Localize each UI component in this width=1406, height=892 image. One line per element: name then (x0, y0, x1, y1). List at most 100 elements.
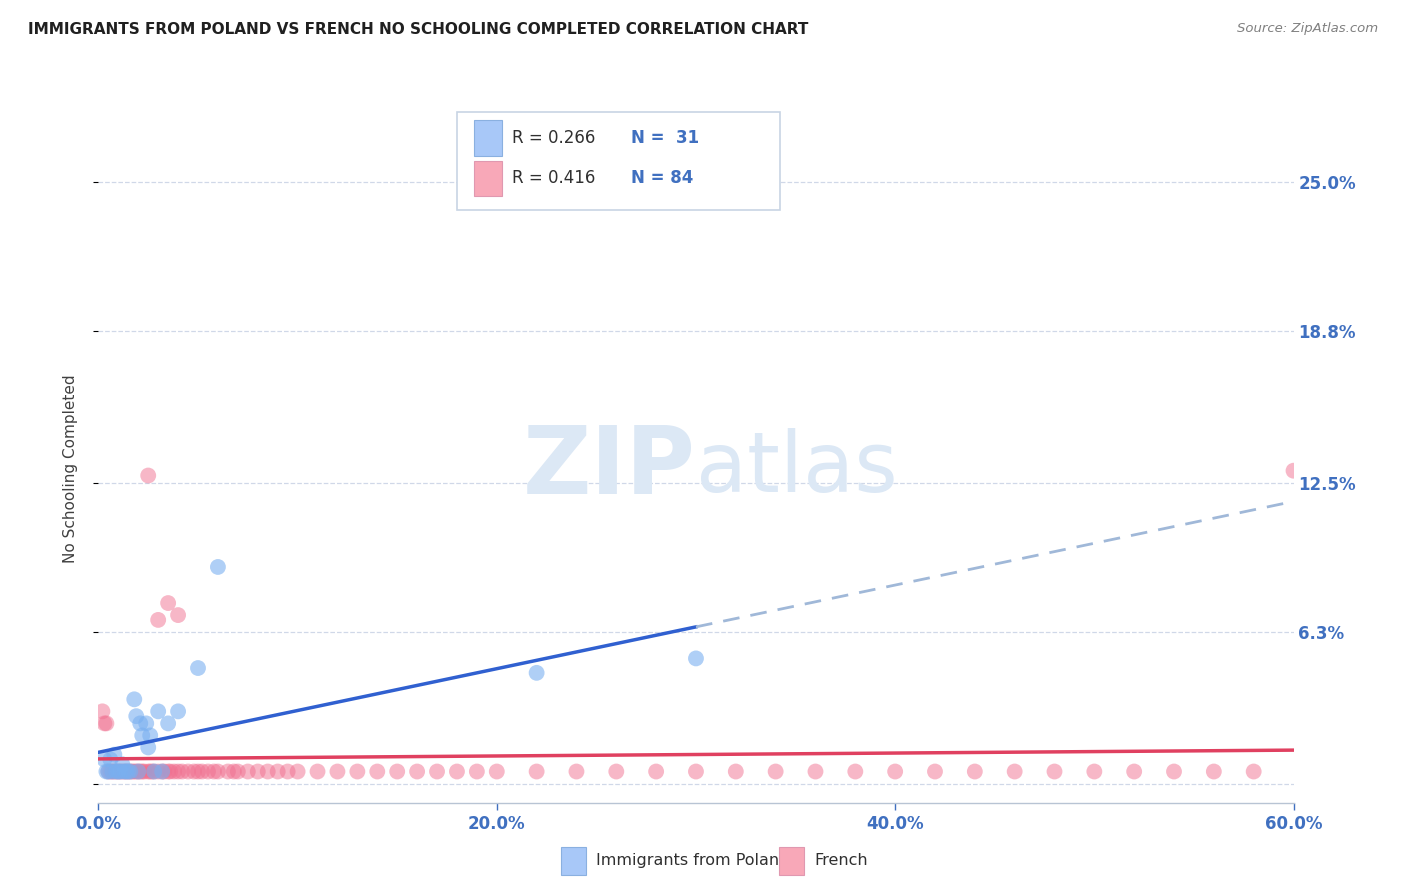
Point (236, 764, 259, 779)
Point (526, 764, 548, 779)
Point (110, 764, 132, 779)
Point (565, 764, 588, 779)
Point (307, 764, 329, 779)
Point (157, 596, 180, 610)
Point (136, 468, 159, 483)
Point (159, 764, 181, 779)
Point (124, 692, 146, 706)
Point (1083, 764, 1105, 779)
Y-axis label: No Schooling Completed: No Schooling Completed (63, 374, 77, 563)
Text: ZIP: ZIP (523, 422, 696, 515)
Point (385, 764, 409, 779)
Point (426, 764, 449, 779)
Point (256, 764, 278, 779)
Point (326, 764, 349, 779)
Point (226, 764, 249, 779)
Point (163, 764, 186, 779)
Point (143, 764, 166, 779)
Point (1123, 764, 1146, 779)
Point (148, 704, 170, 718)
Point (127, 764, 149, 779)
Point (526, 665, 548, 680)
Point (101, 764, 124, 779)
Point (129, 764, 152, 779)
Point (115, 764, 138, 779)
Point (124, 764, 146, 779)
Point (187, 661, 209, 675)
Text: Source: ZipAtlas.com: Source: ZipAtlas.com (1237, 22, 1378, 36)
Point (287, 764, 309, 779)
Point (148, 613, 170, 627)
Point (207, 560, 229, 574)
Point (1202, 764, 1225, 779)
Point (148, 764, 170, 779)
Point (120, 764, 142, 779)
Point (267, 764, 290, 779)
Point (93, 716, 115, 731)
Point (131, 764, 153, 779)
Point (191, 764, 214, 779)
Point (183, 764, 205, 779)
Point (141, 764, 163, 779)
Point (103, 747, 125, 762)
Point (136, 740, 159, 755)
Point (1043, 764, 1066, 779)
Point (446, 764, 468, 779)
Point (844, 764, 866, 779)
Point (100, 764, 122, 779)
Point (112, 764, 135, 779)
Text: atlas: atlas (696, 428, 897, 508)
Point (202, 764, 225, 779)
Point (177, 764, 200, 779)
Point (107, 764, 129, 779)
Point (112, 764, 135, 779)
Point (1163, 764, 1185, 779)
Point (117, 764, 139, 779)
Point (172, 764, 194, 779)
Point (139, 764, 162, 779)
Point (97, 764, 120, 779)
Point (134, 764, 156, 779)
Point (197, 764, 219, 779)
Point (93, 752, 115, 766)
Point (150, 764, 173, 779)
Point (207, 764, 229, 779)
Point (366, 764, 388, 779)
Point (246, 764, 269, 779)
Point (136, 764, 159, 779)
Point (685, 764, 707, 779)
Point (117, 764, 139, 779)
Point (187, 764, 209, 779)
Point (121, 764, 143, 779)
Text: N =  31: N = 31 (631, 129, 699, 147)
Point (129, 716, 152, 731)
Point (277, 764, 299, 779)
Point (804, 764, 827, 779)
Point (222, 764, 245, 779)
Text: Immigrants from Poland: Immigrants from Poland (596, 854, 790, 868)
Point (605, 764, 627, 779)
Point (139, 728, 162, 742)
Point (107, 764, 129, 779)
Point (465, 764, 488, 779)
Point (91, 704, 114, 718)
Point (143, 764, 166, 779)
Point (97, 764, 120, 779)
Point (217, 764, 239, 779)
Text: R = 0.266: R = 0.266 (512, 129, 595, 147)
Point (105, 764, 128, 779)
Point (150, 764, 173, 779)
Point (115, 764, 138, 779)
Text: French: French (814, 854, 868, 868)
Point (1243, 764, 1265, 779)
Point (167, 764, 190, 779)
Text: N = 84: N = 84 (631, 169, 693, 187)
Point (765, 764, 787, 779)
Point (685, 651, 707, 665)
Point (127, 764, 149, 779)
Point (645, 764, 668, 779)
Point (125, 709, 148, 723)
Point (96, 716, 118, 731)
Point (120, 764, 142, 779)
Point (724, 764, 747, 779)
